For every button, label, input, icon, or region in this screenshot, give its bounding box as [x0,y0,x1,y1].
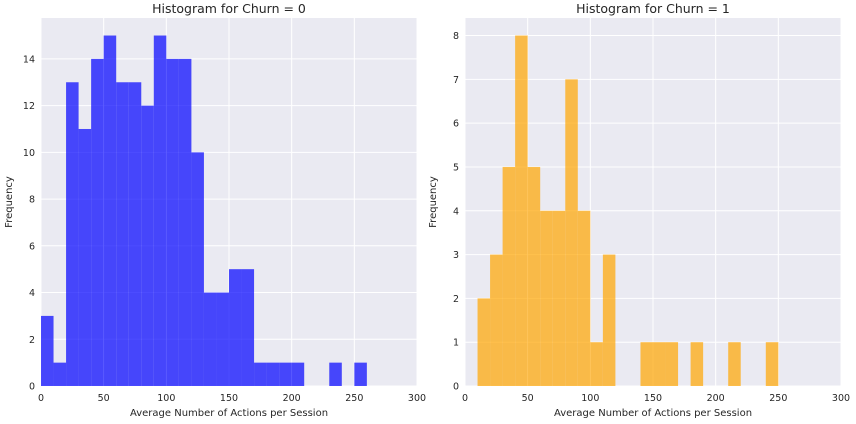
histogram-bar [216,292,229,386]
y-tick-label: 8 [453,31,459,42]
histogram-bar [653,342,666,386]
histogram-bar [291,362,305,386]
y-tick-label: 0 [453,382,459,393]
histogram-panel-churn-1: Histogram for Churn = 1 Average Number o… [428,1,850,419]
x-tick-label: 150 [220,393,238,404]
y-tick-label: 6 [29,241,35,252]
y-tick-label: 2 [29,335,35,346]
histogram-bar [354,362,367,386]
histogram-bar [552,210,566,386]
x-tick-label: 100 [581,393,599,404]
histogram-bar [590,342,603,386]
histogram-bar [166,58,179,387]
x-tick-label: 200 [707,393,725,404]
x-tick-label: 250 [345,393,363,404]
histogram-bar [116,82,129,386]
x-tick-label: 0 [38,393,44,404]
histogram-bar [191,152,204,386]
x-tick-label: 100 [157,393,175,404]
histogram-bar [577,210,591,386]
histogram-bar [665,342,679,386]
y-tick-label: 7 [453,75,459,86]
histogram-bar [178,58,192,387]
histogram-bar [728,342,741,386]
x-axis-label: Average Number of Actions per Session [554,408,752,419]
y-axis-label: Frequency [428,176,439,228]
y-tick-label: 4 [29,288,35,299]
histogram-bar [153,35,167,387]
y-tick-label: 6 [453,119,459,130]
histogram-bar [41,315,54,386]
histogram-bar [602,254,616,386]
y-tick-label: 12 [23,101,35,112]
histogram-bar [490,254,503,386]
histogram-bar [254,362,267,386]
histogram-bar [78,128,92,386]
y-tick-label: 4 [453,206,459,217]
histogram-bar [540,210,553,386]
y-tick-label: 2 [453,294,459,305]
histogram-bar [565,79,578,386]
x-tick-label: 300 [408,393,426,404]
histogram-bar [527,166,541,386]
y-axis-label: Frequency [4,176,15,228]
x-tick-label: 0 [462,393,468,404]
histogram-bar [515,35,528,387]
y-tick-label: 14 [23,54,35,65]
y-tick-label: 8 [29,195,35,206]
chart-title: Histogram for Churn = 1 [576,1,730,16]
histogram-bar [690,342,704,386]
histogram-bar [241,269,255,386]
histogram-bar [103,35,117,387]
histogram-bar [203,292,217,386]
y-tick-label: 0 [29,382,35,393]
histogram-bar [91,58,104,387]
y-tick-label: 5 [453,162,459,173]
histogram-bar [66,82,79,386]
histogram-bar [53,362,67,386]
histogram-bar [765,342,779,386]
x-tick-label: 150 [644,393,662,404]
histogram-bar [128,82,142,386]
x-axis-label: Average Number of Actions per Session [130,408,328,419]
y-tick-label: 1 [453,338,459,349]
histogram-bar [329,362,342,386]
x-tick-label: 200 [283,393,301,404]
histogram-bar [266,362,280,386]
x-tick-label: 300 [832,393,850,404]
y-tick-label: 10 [23,148,35,159]
x-tick-label: 50 [98,393,110,404]
x-tick-label: 50 [522,393,534,404]
x-tick-label: 250 [769,393,787,404]
histogram-bar [141,105,154,386]
histogram-bar [229,269,242,386]
histogram-bar [477,298,491,386]
histogram-bar [502,166,516,386]
chart-title: Histogram for Churn = 0 [152,1,306,16]
histogram-bar [279,362,292,386]
y-tick-label: 3 [453,250,459,261]
histogram-panel-churn-0: Histogram for Churn = 0 Average Number o… [4,1,426,419]
histogram-bar [640,342,653,386]
